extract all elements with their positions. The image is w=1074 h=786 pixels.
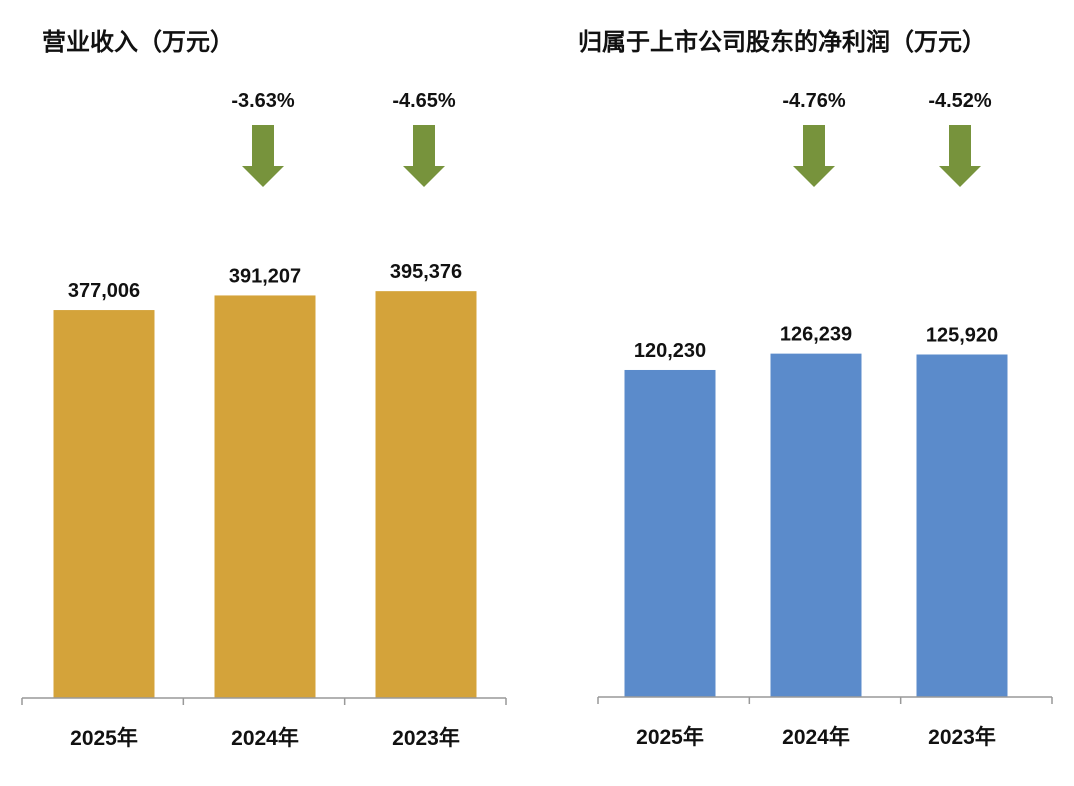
x-tick-label: 2024年 bbox=[782, 725, 850, 749]
bar-2025年 bbox=[53, 310, 155, 698]
bar-2024年 bbox=[770, 353, 862, 697]
value-label: 120,230 bbox=[634, 340, 706, 362]
down-arrow-icon bbox=[939, 125, 981, 187]
bar-2023年 bbox=[916, 354, 1008, 697]
change-percent-label: -3.63% bbox=[231, 90, 295, 112]
chart-title: 营业收入（万元） bbox=[42, 29, 234, 56]
bar-2024年 bbox=[214, 295, 316, 698]
down-arrow-icon bbox=[242, 125, 284, 187]
chart-title: 归属于上市公司股东的净利润（万元） bbox=[578, 28, 986, 56]
x-tick-label: 2024年 bbox=[231, 726, 299, 750]
x-tick-label: 2025年 bbox=[636, 725, 704, 749]
x-tick-label: 2025年 bbox=[70, 726, 138, 750]
value-label: 391,207 bbox=[229, 265, 301, 287]
value-label: 395,376 bbox=[390, 261, 462, 283]
bar-2023年 bbox=[375, 291, 477, 698]
bar-2025年 bbox=[624, 369, 716, 697]
down-arrow-icon bbox=[793, 125, 835, 187]
x-tick-label: 2023年 bbox=[392, 726, 460, 750]
change-percent-label: -4.65% bbox=[392, 90, 456, 112]
value-label: 126,239 bbox=[780, 324, 852, 346]
change-percent-label: -4.52% bbox=[928, 90, 992, 112]
net-profit-chart: 归属于上市公司股东的净利润（万元） 120,230 2025年 126,239 2024… bbox=[578, 28, 1053, 749]
x-tick-label: 2023年 bbox=[928, 725, 996, 749]
change-percent-label: -4.76% bbox=[782, 90, 846, 112]
revenue-chart: 营业收入（万元） 377,006 2025年 391,207 2024年 395,376 2… bbox=[21, 29, 507, 750]
value-label: 377,006 bbox=[68, 280, 140, 302]
value-label: 125,920 bbox=[926, 324, 998, 346]
down-arrow-icon bbox=[403, 125, 445, 187]
